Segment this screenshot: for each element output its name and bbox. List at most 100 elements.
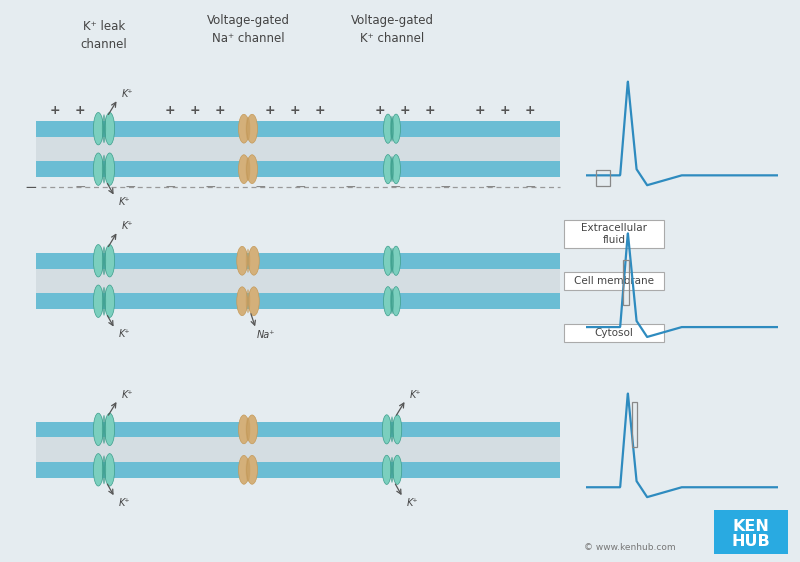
Ellipse shape <box>249 287 259 316</box>
Ellipse shape <box>246 157 250 181</box>
Ellipse shape <box>392 155 401 184</box>
Ellipse shape <box>102 155 106 184</box>
Text: +: + <box>474 105 486 117</box>
Text: K⁺: K⁺ <box>122 89 133 99</box>
Ellipse shape <box>238 455 250 484</box>
Ellipse shape <box>390 457 394 483</box>
Ellipse shape <box>246 114 258 143</box>
Text: −: − <box>204 180 216 194</box>
Ellipse shape <box>94 454 103 486</box>
Bar <box>36 437 560 462</box>
Text: +: + <box>74 105 86 117</box>
Text: −: − <box>25 179 38 194</box>
Text: Cell membrane: Cell membrane <box>574 276 654 286</box>
Text: −: − <box>484 180 496 194</box>
Bar <box>623 260 629 305</box>
Ellipse shape <box>102 455 106 484</box>
Ellipse shape <box>237 246 247 275</box>
Bar <box>36 422 560 437</box>
Text: −: − <box>524 180 536 194</box>
Ellipse shape <box>390 116 394 142</box>
Text: K⁺ leak
channel: K⁺ leak channel <box>81 20 127 51</box>
Text: −: − <box>439 180 451 194</box>
Ellipse shape <box>105 454 114 486</box>
Ellipse shape <box>383 114 392 143</box>
Bar <box>564 272 664 290</box>
Bar <box>36 121 560 137</box>
Text: −: − <box>294 180 306 194</box>
Ellipse shape <box>246 249 250 273</box>
Text: HUB: HUB <box>732 534 770 549</box>
Text: +: + <box>500 105 510 117</box>
Ellipse shape <box>246 117 250 140</box>
Bar <box>36 269 560 293</box>
Text: K⁺: K⁺ <box>122 389 133 400</box>
Ellipse shape <box>105 244 114 277</box>
Ellipse shape <box>246 415 258 444</box>
Text: +: + <box>374 105 386 117</box>
Ellipse shape <box>390 288 394 314</box>
Text: Voltage-gated
Na⁺ channel: Voltage-gated Na⁺ channel <box>206 14 290 45</box>
Bar <box>564 220 664 248</box>
Text: +: + <box>214 105 226 117</box>
Ellipse shape <box>392 246 401 275</box>
Ellipse shape <box>392 287 401 316</box>
Text: Cytosol: Cytosol <box>594 328 634 338</box>
Text: K⁺: K⁺ <box>122 221 133 231</box>
Ellipse shape <box>237 287 247 316</box>
Text: +: + <box>290 105 300 117</box>
Ellipse shape <box>382 415 391 444</box>
Bar <box>36 161 560 177</box>
Ellipse shape <box>249 246 259 275</box>
Ellipse shape <box>94 244 103 277</box>
Ellipse shape <box>246 155 258 184</box>
Text: K⁺: K⁺ <box>118 197 130 207</box>
Ellipse shape <box>390 416 394 442</box>
Text: −: − <box>344 180 356 194</box>
Text: © www.kenhub.com: © www.kenhub.com <box>584 543 676 552</box>
Ellipse shape <box>238 114 250 143</box>
Text: Extracellular
fluid: Extracellular fluid <box>581 223 647 245</box>
Text: Na⁺: Na⁺ <box>257 330 275 340</box>
Ellipse shape <box>390 156 394 182</box>
Ellipse shape <box>102 287 106 316</box>
Ellipse shape <box>102 114 106 143</box>
Text: +: + <box>425 105 435 117</box>
Ellipse shape <box>94 153 103 185</box>
Bar <box>632 402 637 447</box>
Text: K⁺: K⁺ <box>118 329 130 339</box>
Text: +: + <box>50 105 60 117</box>
Ellipse shape <box>94 112 103 145</box>
Ellipse shape <box>105 153 114 185</box>
Ellipse shape <box>382 455 391 484</box>
Ellipse shape <box>246 289 250 313</box>
Ellipse shape <box>238 155 250 184</box>
Ellipse shape <box>390 248 394 274</box>
Bar <box>36 253 560 269</box>
Ellipse shape <box>105 413 114 446</box>
Ellipse shape <box>383 155 392 184</box>
Ellipse shape <box>246 418 250 441</box>
Ellipse shape <box>246 458 250 482</box>
Text: −: − <box>389 180 401 194</box>
Ellipse shape <box>393 415 402 444</box>
Text: −: − <box>124 180 136 194</box>
Text: −: − <box>74 180 86 194</box>
Text: −: − <box>254 180 266 194</box>
Text: −: − <box>164 180 176 194</box>
Bar <box>36 137 560 161</box>
Text: +: + <box>265 105 275 117</box>
Text: +: + <box>190 105 200 117</box>
Bar <box>36 293 560 309</box>
Text: K⁺: K⁺ <box>406 498 418 507</box>
Bar <box>564 324 664 342</box>
Bar <box>36 462 560 478</box>
Bar <box>714 510 788 554</box>
Text: +: + <box>400 105 410 117</box>
Text: KEN: KEN <box>733 519 770 534</box>
Bar <box>596 170 610 186</box>
Text: K⁺: K⁺ <box>118 498 130 507</box>
Text: +: + <box>165 105 175 117</box>
Ellipse shape <box>102 415 106 444</box>
Text: +: + <box>525 105 535 117</box>
